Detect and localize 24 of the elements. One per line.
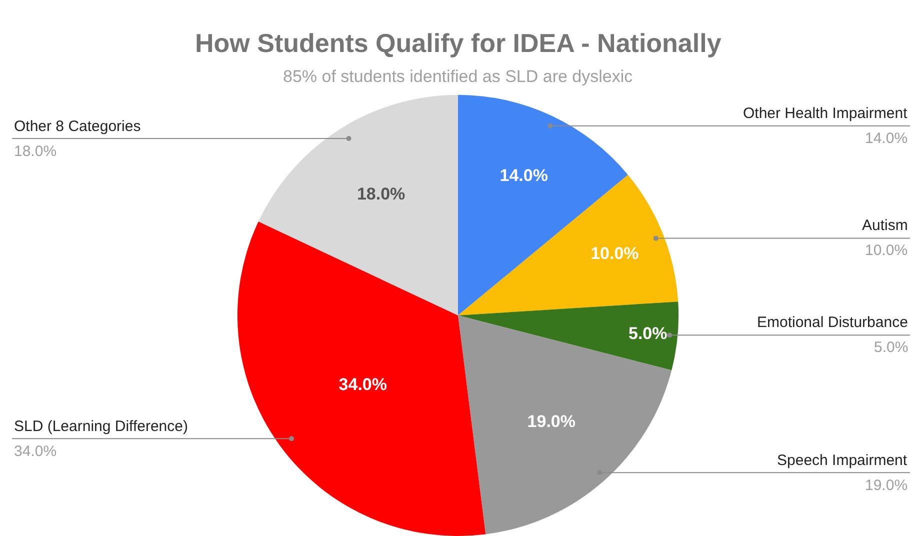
chart-subtitle: 85% of students identified as SLD are dyslexic <box>283 67 634 86</box>
slice-label: SLD (Learning Difference) <box>14 418 188 435</box>
slice-label: Other Health Impairment <box>743 105 908 122</box>
pie-slice <box>258 94 458 316</box>
data-label: 14.0% <box>500 166 548 185</box>
data-label: 34.0% <box>338 375 387 394</box>
data-label: 18.0% <box>356 184 406 204</box>
slice-label: Autism <box>862 217 908 234</box>
data-label: 10.0% <box>590 244 639 263</box>
pie-slice <box>238 222 486 536</box>
pie-slice <box>458 302 679 370</box>
text: 14.0% <box>865 130 908 147</box>
data-label: 5.0% <box>628 324 668 343</box>
pie-slice <box>458 315 672 534</box>
chart-title: How Students Qualify for IDEA - Nationally <box>195 28 722 58</box>
text: 19.0% <box>865 477 908 494</box>
slice-label: Emotional Disturbance <box>757 314 908 331</box>
text: 34.0% <box>14 443 57 460</box>
data-label: 19.0% <box>527 412 576 431</box>
text: 5.0% <box>874 339 908 356</box>
slice-label: Other 8 Categories <box>14 118 141 135</box>
text: 18.0% <box>14 143 57 160</box>
slice-label: Speech Impairment <box>777 452 908 469</box>
text: 10.0% <box>865 242 908 259</box>
